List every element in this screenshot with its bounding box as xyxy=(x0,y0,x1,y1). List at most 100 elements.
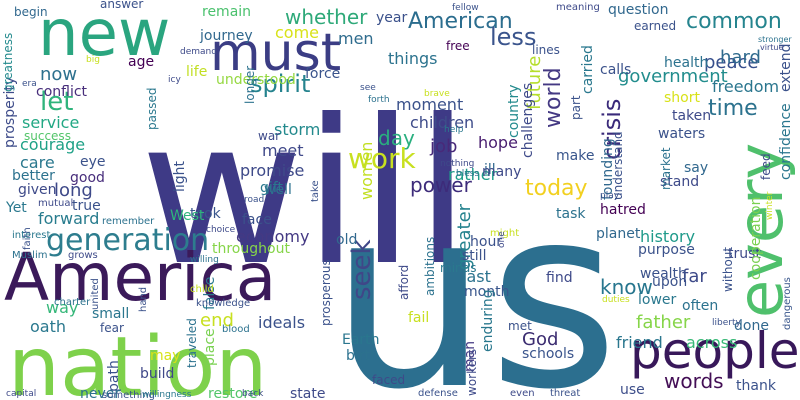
word: better xyxy=(12,168,55,184)
word: year xyxy=(376,10,407,26)
word: come xyxy=(275,23,319,42)
word: wealth xyxy=(640,266,687,282)
word: time xyxy=(708,96,758,121)
word: earned xyxy=(634,19,676,33)
word: today xyxy=(525,176,588,201)
word: small xyxy=(92,306,129,322)
word: man xyxy=(462,341,478,372)
word: month xyxy=(464,284,509,300)
word: workers xyxy=(465,349,479,396)
word: Yet xyxy=(5,200,27,216)
word: forward xyxy=(38,209,99,228)
word: back xyxy=(242,389,264,399)
word: often xyxy=(682,298,718,314)
word: stronger xyxy=(758,35,792,44)
word: long xyxy=(54,180,93,201)
word: icy xyxy=(168,75,181,85)
word: hour xyxy=(470,234,502,250)
word: schools xyxy=(522,346,574,362)
word: take xyxy=(310,180,321,202)
word: power xyxy=(410,173,473,197)
word: given xyxy=(18,182,57,198)
word: faith xyxy=(22,227,33,250)
word: work xyxy=(348,142,417,175)
word: future xyxy=(524,56,545,110)
word: winter xyxy=(765,191,775,220)
word: women xyxy=(357,142,376,200)
word: lower xyxy=(638,292,677,308)
word: remember xyxy=(102,216,155,227)
word: big xyxy=(86,55,100,65)
word: oath xyxy=(30,317,66,336)
word: meet xyxy=(262,141,304,160)
word: demand xyxy=(180,47,217,57)
word: less xyxy=(490,23,536,51)
word: must xyxy=(210,23,341,83)
word: hand xyxy=(138,287,149,312)
word: ill xyxy=(484,162,496,178)
word: common xyxy=(686,9,782,34)
word: greater xyxy=(454,203,475,270)
word: brave xyxy=(424,89,450,99)
word: help xyxy=(444,125,464,135)
word: America xyxy=(4,239,276,316)
word: hope xyxy=(478,133,518,152)
word: free xyxy=(446,39,470,53)
word: upon xyxy=(652,274,687,290)
word: words xyxy=(664,369,724,393)
word: waters xyxy=(658,126,705,142)
word: place xyxy=(202,328,218,366)
word: defense xyxy=(418,388,458,399)
word: force xyxy=(305,66,340,82)
word: men xyxy=(338,29,374,48)
word: understand xyxy=(611,131,625,200)
word: let xyxy=(40,87,73,117)
word: see xyxy=(360,83,376,93)
word: restore xyxy=(208,386,257,400)
word: way xyxy=(46,298,78,317)
word: whether xyxy=(285,5,368,29)
word: people xyxy=(630,322,799,380)
word: hatred xyxy=(600,202,646,218)
word: health xyxy=(664,55,708,71)
word: Earth xyxy=(342,332,380,348)
word: now xyxy=(40,64,77,85)
word: will xyxy=(140,77,470,310)
word: traveled xyxy=(185,318,199,368)
word: fellow xyxy=(452,3,479,13)
word: choice xyxy=(206,225,236,235)
word: journey xyxy=(199,28,253,44)
word: calls xyxy=(600,62,631,78)
word: still xyxy=(462,248,486,264)
word: path xyxy=(106,360,122,392)
word: feed xyxy=(759,153,773,180)
word: nothing xyxy=(440,159,474,169)
word: make xyxy=(556,148,594,164)
word: far xyxy=(682,266,707,287)
word: faced xyxy=(372,373,405,387)
word: God xyxy=(522,329,558,350)
word: prosperity xyxy=(2,77,18,148)
word: grows xyxy=(68,250,98,261)
word: remain xyxy=(202,4,251,20)
word: care xyxy=(20,153,55,172)
word: took xyxy=(190,206,222,222)
word: liberty xyxy=(712,318,741,328)
word: nation xyxy=(8,320,267,400)
word: freedom xyxy=(712,77,779,96)
word: world xyxy=(541,67,566,128)
word: fail xyxy=(408,310,429,326)
word: Muslim xyxy=(12,250,47,261)
word: enduring xyxy=(480,289,496,352)
word: interest xyxy=(12,230,50,241)
word: prosperous xyxy=(319,259,333,326)
word: build xyxy=(140,366,174,382)
word: things xyxy=(388,49,438,68)
word: willingness xyxy=(142,390,192,400)
word: seek xyxy=(347,239,377,300)
word: carried xyxy=(580,45,596,94)
word: mutual xyxy=(38,198,73,209)
word: trust xyxy=(728,246,761,262)
word: thank xyxy=(736,378,777,394)
word: friend xyxy=(616,333,663,352)
